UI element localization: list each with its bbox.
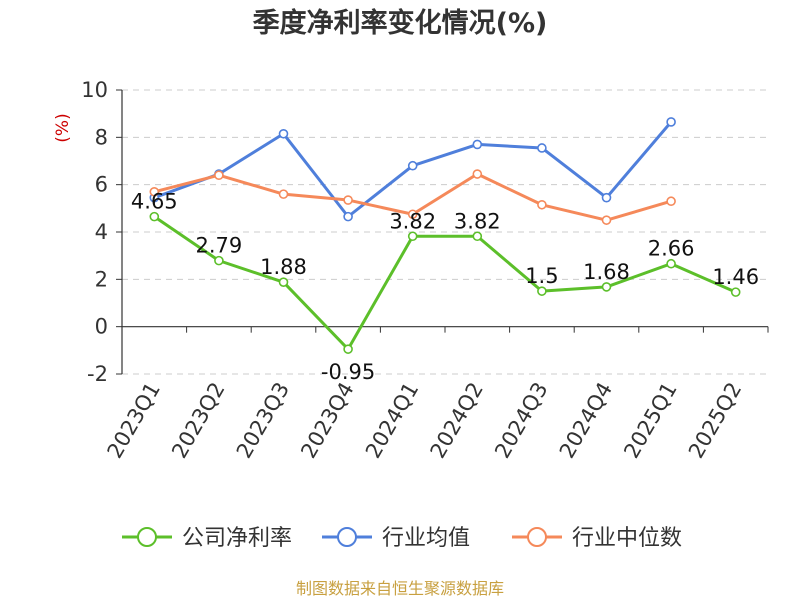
data-label: 3.82	[389, 209, 436, 233]
data-point	[472, 231, 483, 242]
data-point	[601, 215, 612, 225]
x-tick-label: 2024Q2	[426, 378, 488, 462]
x-tick-label: 2024Q4	[555, 378, 617, 462]
data-point	[278, 128, 289, 139]
data-point	[666, 258, 676, 269]
legend-marker	[137, 527, 157, 547]
legend-item-3[interactable]: 行业中位数	[512, 526, 682, 551]
y-axis-unit: (%)	[53, 113, 73, 142]
data-label: 2.66	[648, 237, 695, 261]
gridlines	[122, 89, 768, 375]
data-point	[407, 209, 418, 220]
y-tick-label: 10	[81, 78, 108, 102]
legend-label: 公司净利率	[182, 526, 292, 551]
data-label: 3.82	[454, 209, 501, 233]
y-tick-label: -2	[87, 362, 108, 386]
legend-item-1[interactable]: 公司净利率	[122, 526, 292, 551]
y-tick-label: 8	[95, 125, 108, 149]
series-layer	[149, 117, 741, 354]
data-point	[278, 189, 289, 199]
data-point	[343, 211, 353, 222]
data-label: 1.68	[583, 260, 630, 284]
x-tick-label: 2024Q3	[490, 378, 552, 462]
series-3	[149, 169, 676, 225]
legend-marker	[527, 527, 547, 547]
x-tick-label: 2023Q2	[167, 378, 229, 462]
data-label: -0.95	[321, 360, 375, 384]
y-tick-label: 4	[95, 220, 108, 244]
source-note: 制图数据来自恒生聚源数据库	[296, 579, 504, 598]
data-point	[278, 277, 289, 287]
data-point	[343, 195, 353, 205]
y-tick-label: 2	[95, 267, 108, 291]
data-labels: 4.65 2.79 1.88 -0.95 3.82 3.82 1.5 1.68 2.66 1.46	[131, 190, 759, 385]
x-tick-label: 2023Q3	[232, 378, 294, 462]
data-point	[407, 231, 418, 242]
data-point	[472, 169, 483, 179]
data-point	[214, 170, 224, 180]
chart-title: 季度净利率变化情况(%)	[253, 7, 548, 39]
data-point	[149, 211, 160, 222]
x-tick-label: 2023Q1	[103, 378, 165, 462]
data-point	[472, 139, 483, 150]
y-axis-ticks: -2 0 2 4 6 8 10	[81, 78, 108, 386]
series-1	[149, 211, 741, 354]
data-point	[730, 287, 741, 297]
data-label: 2.79	[196, 234, 243, 258]
data-point	[149, 186, 160, 197]
legend-label: 行业中位数	[572, 526, 682, 551]
data-point	[214, 255, 224, 266]
x-tick-label: 2025Q1	[619, 378, 681, 462]
legend-marker	[337, 527, 357, 547]
x-tick-label: 2025Q2	[684, 378, 746, 462]
data-label: 1.88	[260, 255, 307, 279]
data-point	[601, 282, 612, 292]
legend[interactable]: 公司净利率 行业均值 行业中位数	[122, 526, 682, 551]
data-label: 4.65	[131, 190, 178, 214]
y-tick-label: 6	[95, 173, 108, 197]
x-axis-ticks: 2023Q1 2023Q2 2023Q3 2023Q4 2024Q1 2024Q2 2024…	[103, 378, 747, 462]
data-label: 1.46	[712, 265, 759, 289]
series-2	[149, 117, 676, 222]
data-point	[666, 196, 676, 207]
axes	[116, 89, 769, 375]
series-line	[153, 215, 737, 351]
data-point	[601, 192, 612, 203]
legend-label: 行业均值	[382, 526, 470, 551]
data-point	[537, 143, 547, 153]
data-point	[537, 199, 547, 210]
data-point	[537, 286, 547, 296]
x-tick-label: 2023Q4	[296, 378, 358, 462]
legend-item-2[interactable]: 行业均值	[322, 526, 470, 551]
data-point	[343, 344, 353, 354]
data-point	[666, 117, 676, 127]
x-tick-label: 2024Q1	[361, 378, 423, 462]
y-tick-label: 0	[95, 315, 108, 339]
data-label: 1.5	[525, 264, 558, 288]
data-point	[407, 160, 418, 171]
